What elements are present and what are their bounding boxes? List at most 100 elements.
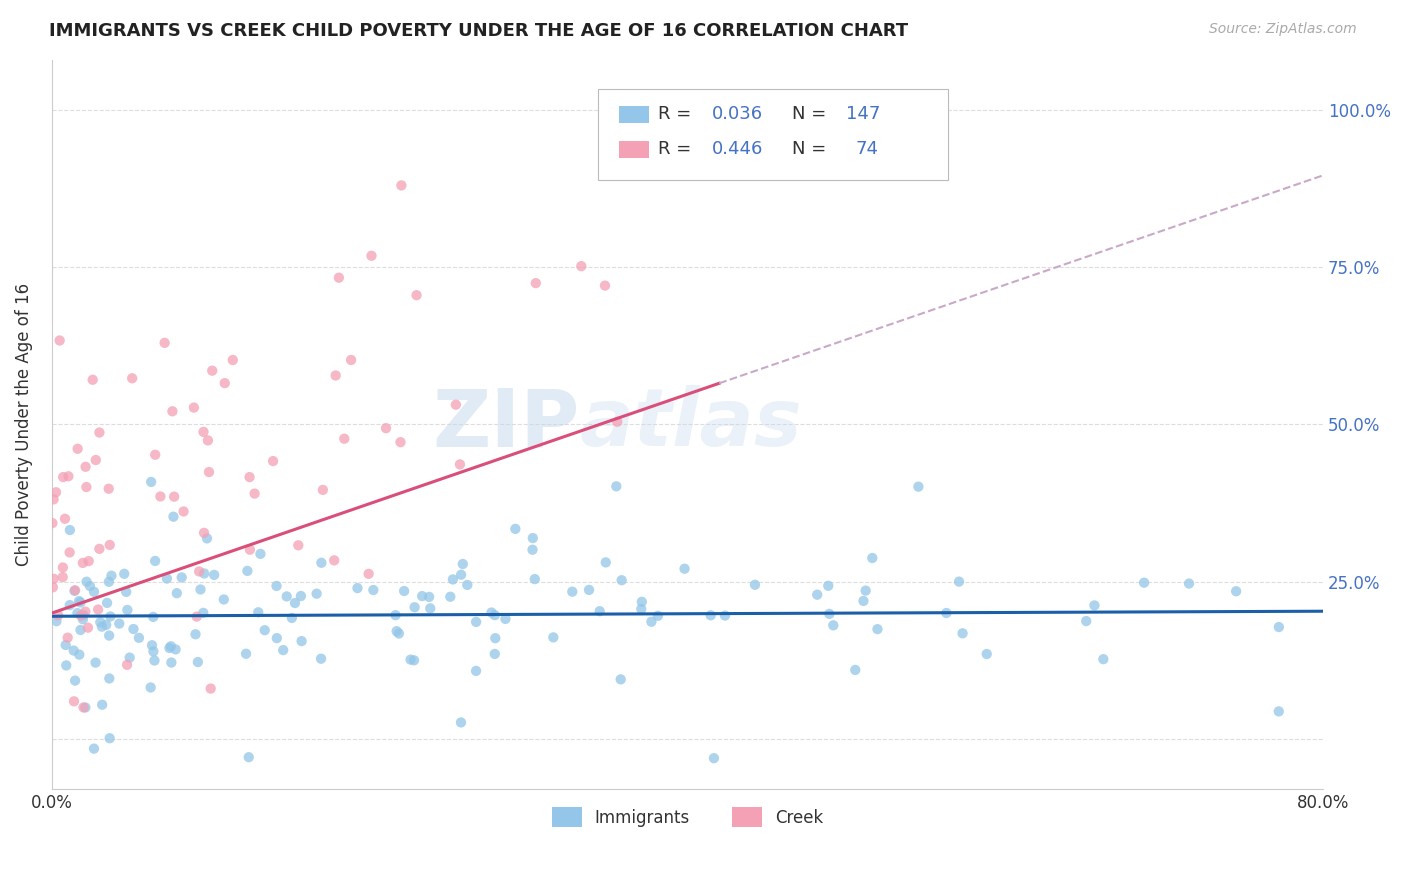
Point	[48, 334, 70, 348]
Point	[72, 556, 94, 570]
Point	[75, 459, 97, 474]
Point	[166, 586, 188, 600]
Point	[465, 615, 488, 629]
Point	[1133, 575, 1156, 590]
Point	[139, 681, 162, 695]
Point	[212, 592, 235, 607]
Point	[97, 574, 120, 589]
Point	[75, 605, 97, 619]
Point	[67, 594, 90, 608]
Point	[524, 276, 547, 290]
Point	[66, 442, 89, 456]
Point	[63, 583, 86, 598]
Point	[69, 595, 91, 609]
Point	[183, 401, 205, 415]
Point	[72, 607, 94, 622]
Text: 0.446: 0.446	[711, 140, 763, 159]
Point	[97, 482, 120, 496]
Point	[236, 564, 259, 578]
Point	[193, 425, 215, 439]
Point	[357, 566, 380, 581]
Point	[385, 624, 408, 639]
Point	[249, 547, 271, 561]
Point	[418, 590, 440, 604]
Point	[309, 651, 332, 665]
Point	[340, 353, 363, 368]
Legend: Immigrants, Creek: Immigrants, Creek	[543, 798, 832, 836]
Text: atlas: atlas	[579, 385, 803, 464]
Point	[112, 566, 135, 581]
Point	[609, 673, 631, 687]
Point	[976, 647, 998, 661]
Point	[115, 585, 138, 599]
Point	[276, 590, 298, 604]
Point	[202, 567, 225, 582]
Point	[935, 606, 957, 620]
Point	[844, 663, 866, 677]
Point	[76, 574, 98, 589]
Point	[561, 584, 583, 599]
Point	[165, 642, 187, 657]
Point	[193, 606, 215, 620]
Point	[610, 573, 633, 587]
Point	[952, 626, 974, 640]
FancyBboxPatch shape	[619, 105, 650, 123]
Point	[744, 578, 766, 592]
Point	[522, 542, 544, 557]
Point	[201, 364, 224, 378]
Point	[465, 664, 488, 678]
Point	[98, 672, 121, 686]
Point	[484, 647, 506, 661]
Point	[59, 523, 82, 537]
Point	[58, 469, 80, 483]
Point	[419, 601, 441, 615]
Point	[404, 600, 426, 615]
Point	[247, 605, 270, 619]
Point	[441, 573, 464, 587]
Point	[89, 541, 111, 556]
Point	[673, 562, 696, 576]
Point	[855, 583, 877, 598]
Point	[83, 741, 105, 756]
Point	[84, 453, 107, 467]
Point	[1225, 584, 1247, 599]
Point	[589, 604, 612, 618]
Point	[84, 656, 107, 670]
Point	[411, 589, 433, 603]
Point	[235, 647, 257, 661]
Point	[186, 609, 208, 624]
Point	[287, 538, 309, 552]
Point	[243, 486, 266, 500]
Point	[214, 376, 236, 391]
Point	[505, 522, 527, 536]
Point	[184, 627, 207, 641]
Point	[55, 638, 77, 652]
Point	[593, 278, 616, 293]
Point	[806, 588, 828, 602]
Point	[66, 606, 89, 620]
Point	[262, 454, 284, 468]
Point	[325, 368, 347, 383]
Point	[523, 572, 546, 586]
Point	[389, 435, 412, 450]
Point	[1268, 620, 1291, 634]
Point	[1268, 705, 1291, 719]
Text: 147: 147	[846, 105, 880, 123]
Point	[42, 580, 65, 594]
Point	[142, 610, 165, 624]
Point	[399, 652, 422, 666]
Point	[98, 629, 121, 643]
Point	[852, 594, 875, 608]
Point	[83, 584, 105, 599]
Point	[63, 673, 86, 688]
Point	[89, 425, 111, 440]
Point	[63, 583, 86, 598]
Point	[450, 715, 472, 730]
FancyBboxPatch shape	[619, 141, 650, 158]
Point	[187, 655, 209, 669]
Point	[630, 602, 652, 616]
Point	[291, 634, 314, 648]
Point	[823, 618, 845, 632]
Point	[59, 545, 82, 559]
Point	[323, 553, 346, 567]
